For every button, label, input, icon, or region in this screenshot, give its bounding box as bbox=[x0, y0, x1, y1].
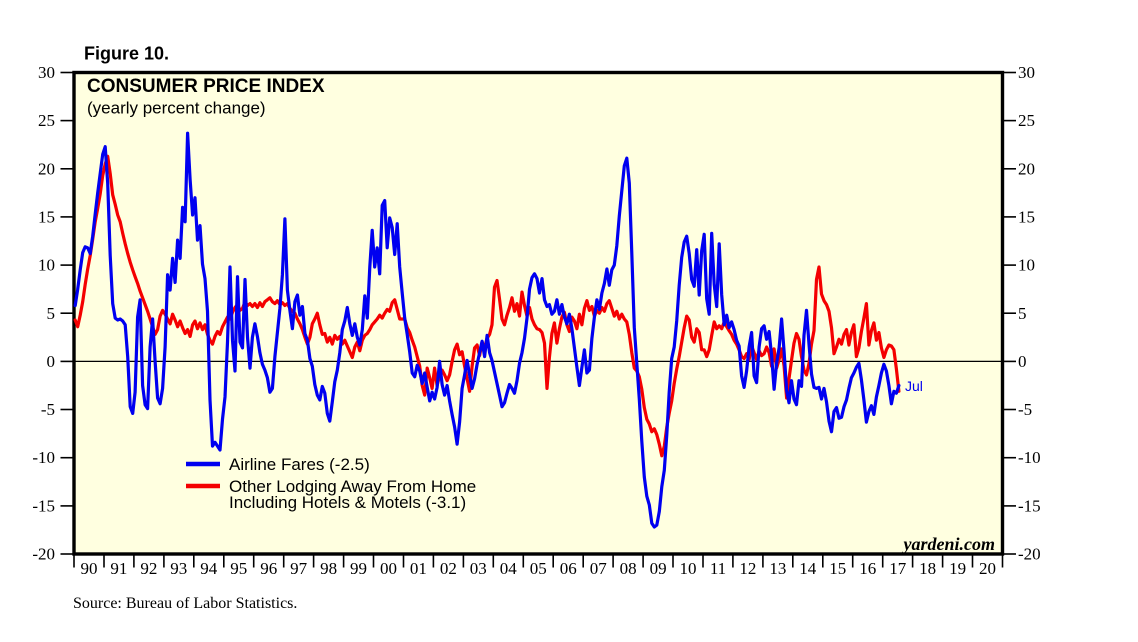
svg-text:20: 20 bbox=[1018, 159, 1035, 178]
svg-text:yardeni.com: yardeni.com bbox=[902, 534, 996, 554]
svg-text:19: 19 bbox=[949, 559, 966, 578]
svg-text:95: 95 bbox=[230, 559, 247, 578]
svg-text:12: 12 bbox=[739, 559, 756, 578]
svg-text:30: 30 bbox=[38, 63, 55, 82]
svg-text:(yearly percent change): (yearly percent change) bbox=[87, 99, 266, 118]
svg-text:0: 0 bbox=[1018, 352, 1027, 371]
svg-text:90: 90 bbox=[81, 559, 98, 578]
svg-text:10: 10 bbox=[38, 256, 55, 275]
svg-text:05: 05 bbox=[530, 559, 547, 578]
svg-text:15: 15 bbox=[38, 207, 55, 226]
svg-text:94: 94 bbox=[200, 559, 218, 578]
svg-text:02: 02 bbox=[440, 559, 457, 578]
svg-text:Jul: Jul bbox=[905, 378, 923, 394]
svg-text:5: 5 bbox=[1018, 304, 1027, 323]
svg-text:15: 15 bbox=[829, 559, 846, 578]
svg-text:16: 16 bbox=[859, 559, 876, 578]
svg-text:-10: -10 bbox=[1018, 448, 1041, 467]
svg-text:20: 20 bbox=[979, 559, 996, 578]
svg-text:09: 09 bbox=[650, 559, 667, 578]
svg-text:10: 10 bbox=[680, 559, 697, 578]
svg-text:25: 25 bbox=[1018, 111, 1035, 130]
svg-text:06: 06 bbox=[560, 559, 577, 578]
svg-text:96: 96 bbox=[260, 559, 277, 578]
svg-text:08: 08 bbox=[620, 559, 637, 578]
svg-text:Including Hotels & Motels (-3.: Including Hotels & Motels (-3.1) bbox=[229, 493, 466, 512]
svg-text:14: 14 bbox=[799, 559, 817, 578]
svg-text:-20: -20 bbox=[1018, 545, 1041, 564]
svg-text:CONSUMER PRICE INDEX: CONSUMER PRICE INDEX bbox=[87, 76, 325, 97]
svg-text:03: 03 bbox=[470, 559, 487, 578]
svg-text:-5: -5 bbox=[41, 400, 55, 419]
svg-text:07: 07 bbox=[590, 559, 608, 578]
svg-text:-20: -20 bbox=[32, 545, 55, 564]
svg-text:Other Lodging Away From Home: Other Lodging Away From Home bbox=[229, 477, 476, 496]
svg-text:00: 00 bbox=[380, 559, 397, 578]
svg-text:15: 15 bbox=[1018, 207, 1035, 226]
svg-text:25: 25 bbox=[38, 111, 55, 130]
svg-text:-5: -5 bbox=[1018, 400, 1032, 419]
svg-text:93: 93 bbox=[170, 559, 187, 578]
svg-text:Figure 10.: Figure 10. bbox=[84, 44, 169, 64]
svg-text:99: 99 bbox=[350, 559, 367, 578]
svg-text:Source: Bureau of Labor Statis: Source: Bureau of Labor Statistics. bbox=[73, 595, 297, 612]
svg-text:30: 30 bbox=[1018, 63, 1035, 82]
svg-text:Airline Fares (-2.5): Airline Fares (-2.5) bbox=[229, 455, 370, 474]
svg-text:97: 97 bbox=[290, 559, 308, 578]
svg-text:13: 13 bbox=[769, 559, 786, 578]
svg-text:-15: -15 bbox=[32, 496, 55, 515]
svg-text:-15: -15 bbox=[1018, 496, 1041, 515]
svg-text:-10: -10 bbox=[32, 448, 55, 467]
svg-text:98: 98 bbox=[320, 559, 337, 578]
svg-text:04: 04 bbox=[500, 559, 518, 578]
svg-text:0: 0 bbox=[47, 352, 56, 371]
svg-text:10: 10 bbox=[1018, 256, 1035, 275]
svg-text:17: 17 bbox=[889, 559, 907, 578]
svg-text:11: 11 bbox=[710, 559, 726, 578]
svg-text:20: 20 bbox=[38, 159, 55, 178]
svg-text:5: 5 bbox=[47, 304, 56, 323]
svg-text:92: 92 bbox=[140, 559, 157, 578]
svg-text:01: 01 bbox=[410, 559, 427, 578]
svg-text:91: 91 bbox=[110, 559, 127, 578]
svg-text:18: 18 bbox=[919, 559, 936, 578]
